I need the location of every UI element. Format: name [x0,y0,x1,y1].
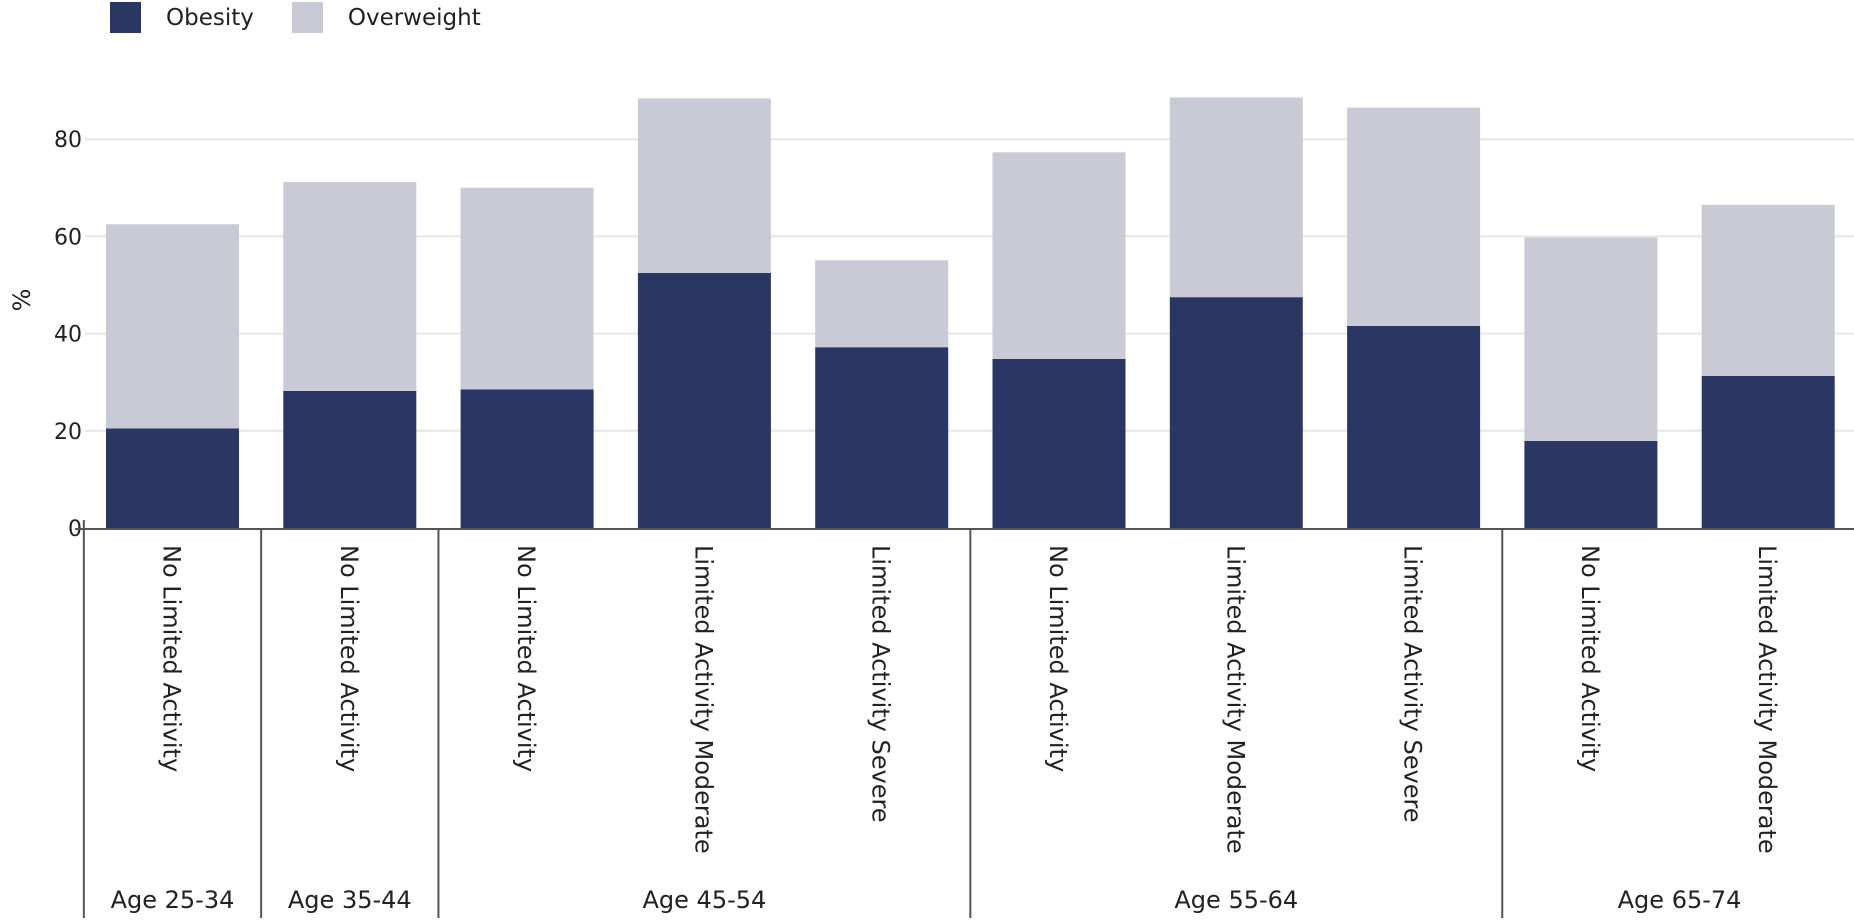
group-label: Age 25-34 [111,886,235,914]
bar-obesity [637,272,771,528]
group-label: Age 35-44 [288,886,412,914]
bar-obesity [1524,441,1658,528]
group-label: Age 55-64 [1174,886,1298,914]
x-category-label: No Limited Activity [1044,545,1072,772]
bar-obesity [1701,375,1835,528]
bar-obesity [1347,325,1481,528]
x-category-label: Limited Activity Severe [867,545,895,823]
x-category-label: Limited Activity Moderate [689,545,717,854]
bar-overweight [283,181,417,391]
bar-overweight [1169,97,1303,298]
x-category-label: No Limited Activity [335,545,363,772]
legend: Obesity Overweight [110,2,519,33]
bar-overweight [1347,107,1481,326]
bar-obesity [815,347,949,528]
y-axis-title: % [8,289,36,312]
bar-obesity [460,389,594,528]
legend-label-overweight: Overweight [347,4,481,31]
bar-overweight [1701,204,1835,376]
legend-item-overweight[interactable]: Overweight [291,2,481,33]
bar-overweight [815,260,949,348]
x-category-label: Limited Activity Severe [1399,545,1427,823]
legend-label-obesity: Obesity [166,4,254,31]
legend-swatch-overweight [291,2,323,33]
legend-item-obesity[interactable]: Obesity [110,2,254,33]
bar-obesity [283,390,417,528]
x-category-label: Limited Activity Moderate [1221,545,1249,854]
legend-swatch-obesity [110,2,141,33]
bar-overweight [992,152,1126,359]
bar-overweight [1524,237,1658,442]
bar-overweight [637,98,771,273]
bar-obesity [106,428,239,528]
group-label: Age 45-54 [643,886,767,914]
x-category-label: Limited Activity Moderate [1753,545,1781,854]
bar-obesity [1169,297,1303,528]
y-tick-label: 80 [54,128,82,153]
y-tick-label: 40 [54,323,82,348]
x-category-label: No Limited Activity [158,545,186,772]
bar-overweight [106,224,239,429]
x-category-label: No Limited Activity [1576,545,1604,772]
bar-obesity [992,358,1126,528]
y-tick-label: 60 [54,225,82,250]
group-label: Age 65-74 [1618,886,1742,914]
bar-overweight [460,187,594,390]
x-category-label: No Limited Activity [512,545,540,772]
y-tick-label: 20 [54,420,82,445]
